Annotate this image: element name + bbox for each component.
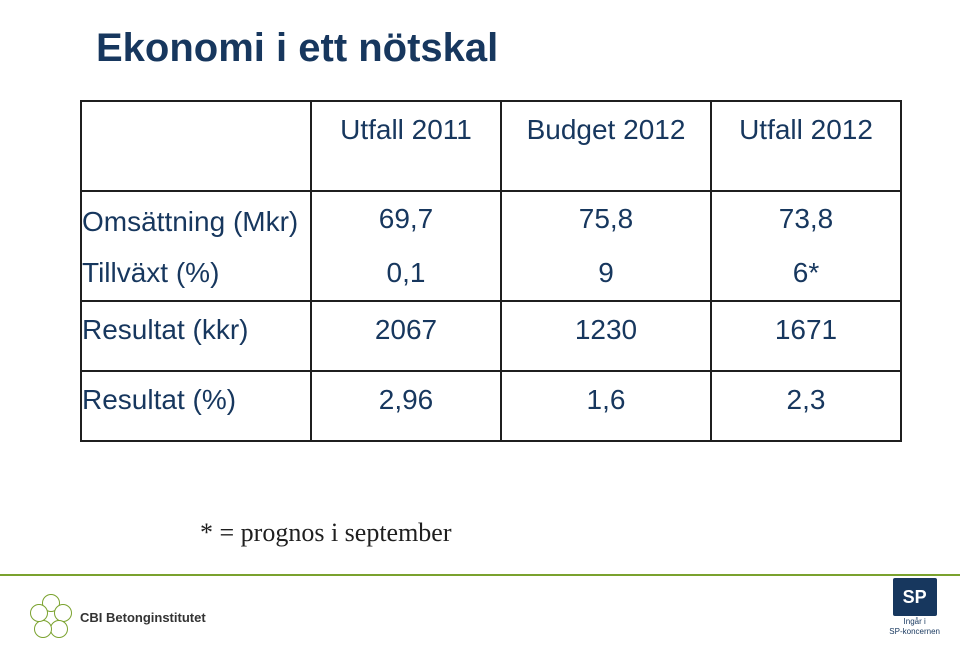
header-col-1: Utfall 2011: [311, 101, 501, 191]
table-row: Resultat (%) 2,96 1,6 2,3: [81, 371, 901, 441]
cell: 1,6: [501, 371, 711, 441]
cell: 73,8: [711, 191, 901, 246]
sp-caption-1: Ingår i: [904, 618, 926, 626]
footer-divider: [0, 574, 960, 576]
cell: 75,8: [501, 191, 711, 246]
slide-title: Ekonomi i ett nötskal: [96, 26, 498, 71]
cell: 9: [501, 246, 711, 301]
cell: 69,7: [311, 191, 501, 246]
sp-box: SP: [893, 578, 937, 616]
cell: 2,3: [711, 371, 901, 441]
row-label-tillvaxt: Tillväxt (%): [81, 246, 311, 301]
table-row: Resultat (kkr) 2067 1230 1671: [81, 301, 901, 371]
slide: Ekonomi i ett nötskal Utfall 2011 Budget…: [0, 0, 960, 646]
row-label-omsattning: Omsättning (Mkr): [81, 191, 311, 246]
cell: 2,96: [311, 371, 501, 441]
header-col-2: Budget 2012: [501, 101, 711, 191]
cell: 2067: [311, 301, 501, 371]
row-label-resultat-kkr: Resultat (kkr): [81, 301, 311, 371]
data-table: Utfall 2011 Budget 2012 Utfall 2012 Omsä…: [80, 100, 902, 442]
header-col-3: Utfall 2012: [711, 101, 901, 191]
sp-logo: SP Ingår i SP-koncernen: [889, 578, 940, 636]
cbi-logo: CBI Betonginstitutet: [28, 594, 206, 640]
footnote: * = prognos i september: [200, 518, 452, 548]
table-row: Omsättning (Mkr) 69,7 75,8 73,8: [81, 191, 901, 246]
sp-caption-2: SP-koncernen: [889, 628, 940, 636]
cell: 1671: [711, 301, 901, 371]
row-label-resultat-pct: Resultat (%): [81, 371, 311, 441]
cell: 1230: [501, 301, 711, 371]
cell: 0,1: [311, 246, 501, 301]
cbi-label: CBI Betonginstitutet: [80, 610, 206, 625]
table-row: Tillväxt (%) 0,1 9 6*: [81, 246, 901, 301]
rosette-icon: [28, 594, 74, 640]
cell: 6*: [711, 246, 901, 301]
table-header-row: Utfall 2011 Budget 2012 Utfall 2012: [81, 101, 901, 191]
header-blank: [81, 101, 311, 191]
